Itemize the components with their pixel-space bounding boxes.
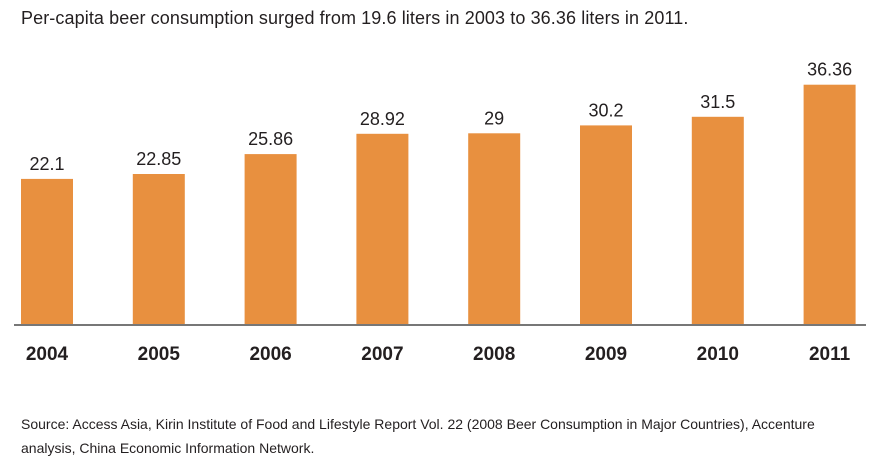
bar-2007 [356,133,409,325]
source-note: Source: Access Asia, Kirin Institute of … [21,416,815,456]
bar-2009 [580,125,632,326]
bar-2006 [244,154,297,325]
category-label-2010: 2010 [697,344,739,365]
category-label-2011: 2011 [809,344,851,365]
category-label-2009: 2009 [585,344,627,365]
value-labels-group: 22.1 22.85 25.86 28.92 29 30.2 31.5 36.36 [29,60,852,174]
bar-2004 [21,178,73,325]
bar-2010 [691,116,744,325]
value-label-2008: 29 [484,108,504,128]
value-label-2007: 28.92 [360,109,405,129]
category-label-2004: 2004 [26,344,69,365]
value-label-2009: 30.2 [588,100,623,120]
category-labels-group: 2004 2005 2006 2007 2008 2009 2010 2011 [26,344,851,365]
bar-2011 [803,84,856,325]
bar-2005 [132,174,185,325]
bars-group [21,84,856,326]
chart-title: Per-capita beer consumption surged from … [21,8,689,28]
category-label-2008: 2008 [473,344,515,365]
value-label-2010: 31.5 [700,92,735,112]
value-label-2004: 22.1 [29,154,64,174]
category-label-2006: 2006 [249,344,291,365]
category-label-2005: 2005 [138,344,181,365]
bar-2008 [468,133,521,325]
value-label-2006: 25.86 [248,129,293,149]
value-label-2005: 22.85 [136,149,181,169]
category-label-2007: 2007 [361,344,403,365]
value-label-2011: 36.36 [807,60,852,80]
